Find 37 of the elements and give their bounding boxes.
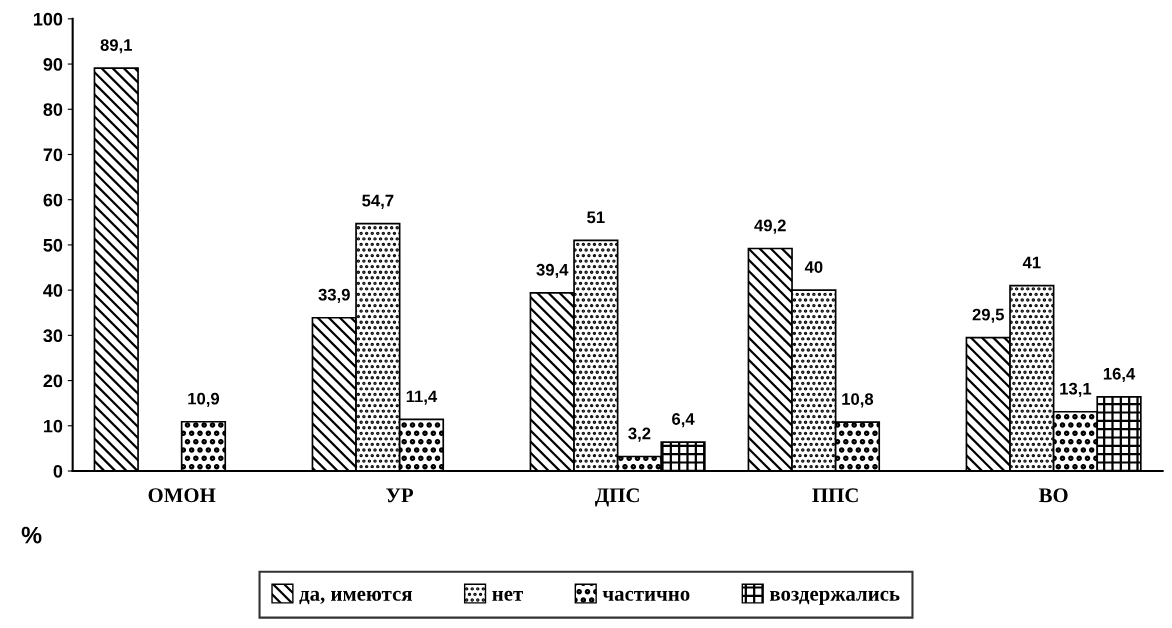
y-tick-label: 40 (43, 284, 63, 297)
y-tick-label: 20 (43, 374, 63, 388)
x-tick-label: ОМОН (148, 488, 216, 503)
data-label: 41 (1022, 256, 1041, 269)
legend-label: да, имеются (299, 590, 413, 605)
data-label: 49,2 (754, 219, 786, 234)
x-tick-label: ВО (1038, 488, 1068, 503)
y-tick-label: 60 (43, 193, 63, 207)
y-tick-label: 70 (43, 148, 63, 162)
data-label: 29,5 (972, 308, 1004, 323)
y-tick-label: 30 (43, 329, 63, 343)
x-tick-label: ДПС (594, 488, 639, 507)
data-label: 40 (804, 261, 823, 273)
data-label: 54,7 (362, 194, 394, 209)
data-label: 13,1 (1060, 382, 1092, 397)
x-tick-label: УР (386, 488, 414, 503)
y-tick-label: 90 (43, 57, 63, 71)
data-label: 11,4 (406, 390, 438, 405)
y-tick-label: 50 (43, 238, 63, 252)
legend-label: воздержались (769, 590, 900, 606)
y-tick-label: 10 (44, 419, 63, 433)
x-tick-label: ППС (812, 488, 858, 503)
y-tick-label: 80 (43, 103, 63, 116)
data-label: 10,8 (842, 393, 874, 408)
y-tick-label: 100 (33, 12, 63, 26)
data-label: 3,2 (628, 427, 651, 442)
data-label: 89,1 (100, 39, 133, 54)
data-label: 39,4 (536, 263, 569, 279)
data-label: 6,4 (672, 413, 695, 428)
data-label: 33,9 (318, 288, 350, 303)
data-label: 10,9 (188, 392, 220, 407)
data-label: 51 (587, 211, 605, 224)
y-axis-title: % (21, 526, 42, 544)
data-label: 16,4 (1103, 367, 1136, 383)
y-tick-label: 0 (53, 464, 63, 478)
legend-label: частично (602, 590, 690, 601)
legend-label: нет (492, 590, 523, 601)
